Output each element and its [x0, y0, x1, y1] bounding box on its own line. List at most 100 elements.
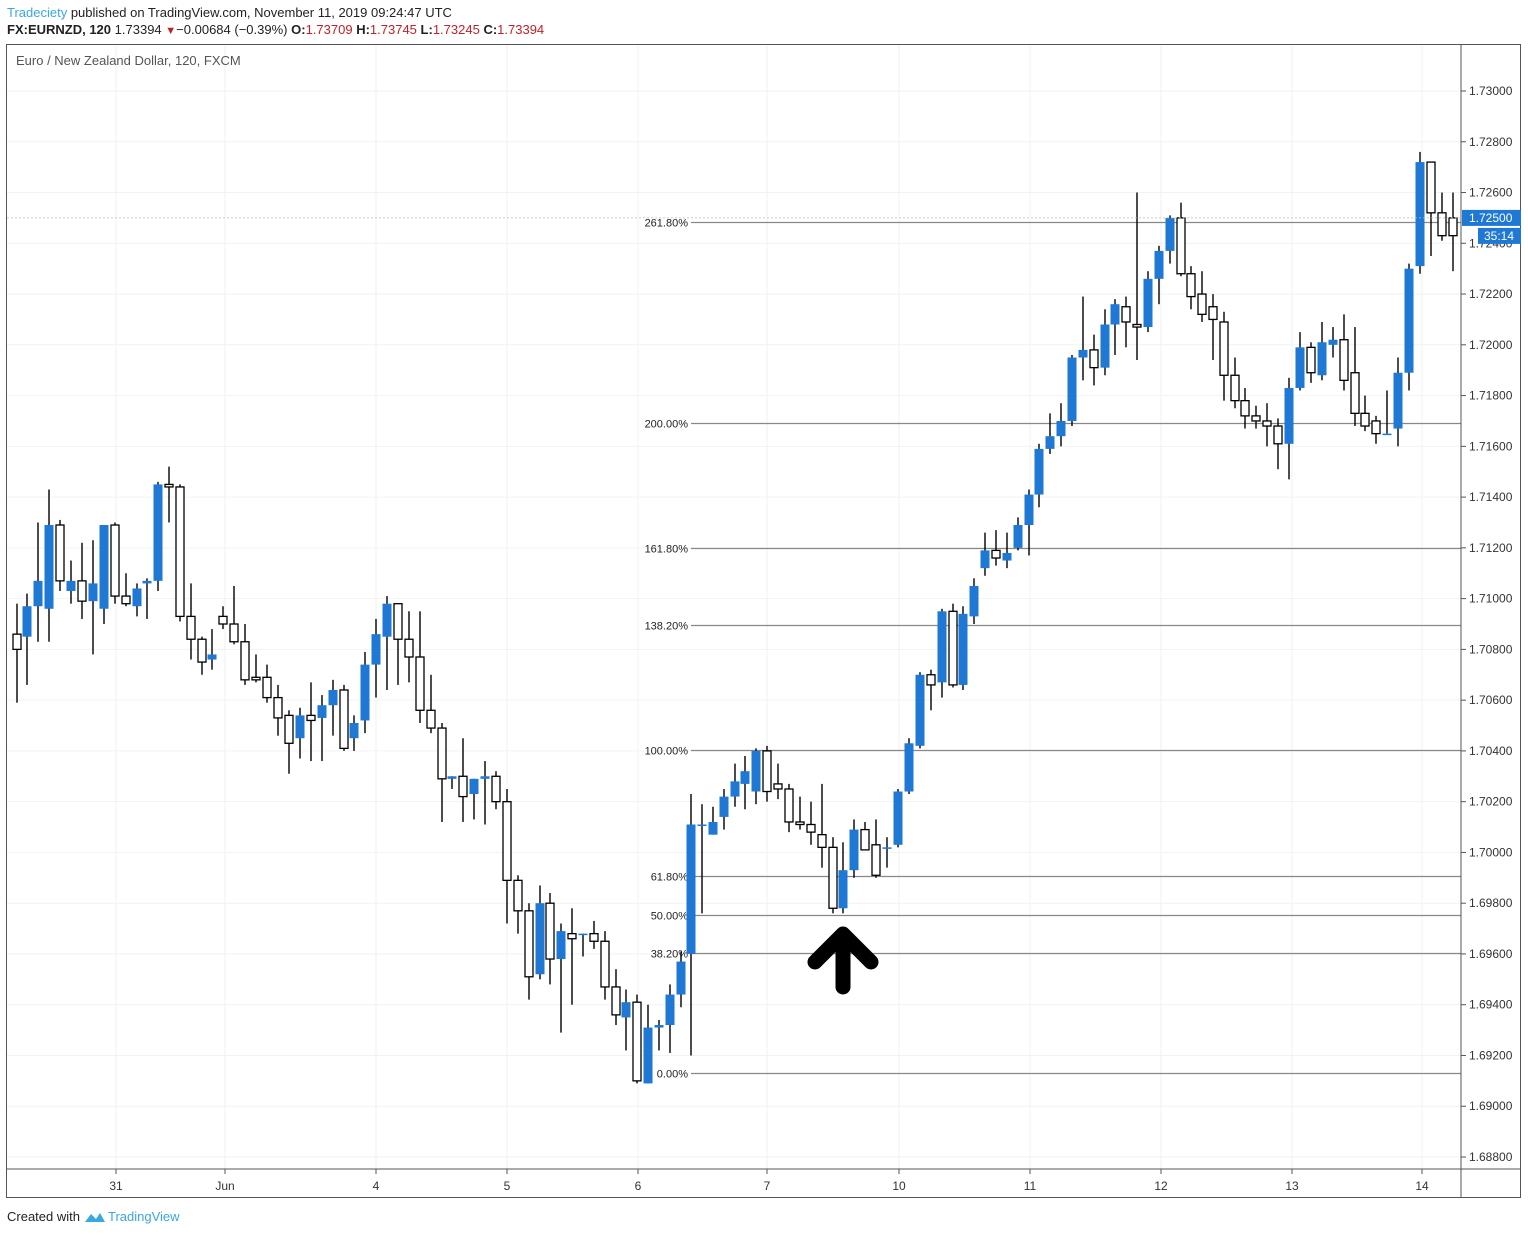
time-tick-label: 5	[504, 1179, 511, 1193]
fib-level-label: 261.80%	[645, 218, 689, 230]
candle	[817, 783, 827, 868]
candle	[535, 885, 545, 980]
candle	[1240, 387, 1250, 429]
open-label: O:	[291, 22, 306, 37]
candle	[1437, 192, 1447, 241]
candle	[1154, 245, 1164, 305]
price-tick-label: 1.70400	[1469, 744, 1513, 758]
author-link[interactable]: Tradeciety	[7, 5, 68, 20]
candle	[784, 783, 794, 833]
price-tick-label: 1.69200	[1469, 1048, 1513, 1062]
candle	[1045, 413, 1055, 454]
candle	[578, 933, 588, 957]
low-value: 1.73245	[432, 22, 480, 37]
candle	[871, 819, 881, 878]
candle	[1426, 161, 1436, 256]
candle	[415, 611, 425, 723]
candle	[132, 583, 142, 617]
time-tick-label: 13	[1285, 1179, 1299, 1193]
candle	[1056, 403, 1066, 447]
candle	[686, 794, 696, 1056]
candle	[317, 695, 327, 762]
candle	[948, 603, 958, 688]
candle	[393, 603, 403, 685]
candle	[33, 522, 43, 642]
price-tick-label: 1.70000	[1469, 845, 1513, 859]
price-tick-label: 1.70200	[1469, 795, 1513, 809]
candle	[860, 821, 870, 851]
candle	[849, 819, 859, 878]
time-tick-label: 6	[635, 1179, 642, 1193]
fibonacci-levels[interactable]: 0.00% 38.20% 50.00% 61.80% 100.00% 138.20% 161…	[645, 218, 1461, 1081]
tradingview-logo-icon	[84, 1212, 105, 1222]
candle	[99, 525, 109, 625]
candle	[1284, 377, 1294, 480]
price-tick-label: 1.68800	[1469, 1150, 1513, 1164]
candle	[545, 893, 555, 985]
candle	[1317, 321, 1327, 381]
candle	[632, 994, 642, 1084]
created-with-label: Created with	[7, 1209, 80, 1224]
price-tick-label: 1.70800	[1469, 642, 1513, 656]
price-tick-label: 1.69800	[1469, 896, 1513, 910]
candle	[513, 875, 523, 934]
time-tick-label: 10	[892, 1179, 906, 1193]
candle	[773, 763, 783, 800]
candle	[1165, 215, 1175, 264]
fib-level-label: 161.80%	[645, 544, 689, 556]
candle	[77, 542, 87, 619]
candle	[556, 923, 566, 1033]
time-axis[interactable]: 31 Jun 4 5 6 7 10 11 12 13 14	[7, 1168, 1521, 1193]
price-tick-label: 1.71000	[1469, 592, 1513, 606]
candle	[1251, 405, 1261, 429]
published-text: published on TradingView.com, November 1…	[67, 5, 452, 20]
triangle-down-icon: ▼	[165, 25, 177, 37]
time-tick-label: 14	[1415, 1179, 1429, 1193]
candle	[1360, 395, 1370, 432]
candle	[1393, 357, 1403, 447]
candle	[697, 804, 707, 914]
current-price-tag: 1.72500 35:14	[7, 209, 1521, 244]
tradingview-link[interactable]: TradingView	[107, 1209, 180, 1224]
time-tick-label: 4	[373, 1179, 380, 1193]
candle	[55, 519, 65, 592]
candle	[567, 908, 577, 1005]
price-tick-label: 1.72600	[1469, 186, 1513, 200]
candle	[730, 763, 740, 807]
low-label: L:	[420, 22, 433, 37]
candle	[1002, 532, 1012, 569]
last-price: 1.73394	[114, 22, 162, 37]
price-tick-label: 1.72200	[1469, 287, 1513, 301]
candle	[306, 682, 316, 762]
candle	[240, 624, 250, 685]
price-tick-label: 1.73000	[1469, 84, 1513, 98]
chart-frame[interactable]	[6, 44, 1521, 1198]
candle	[795, 796, 805, 830]
candle	[502, 788, 512, 924]
candle	[437, 722, 447, 822]
candle	[751, 748, 761, 805]
fib-level-label: 61.80%	[651, 872, 689, 884]
price-tick-label: 1.71200	[1469, 541, 1513, 555]
candle	[1371, 415, 1381, 444]
candles	[12, 151, 1458, 1084]
candle	[1013, 517, 1023, 551]
candle	[676, 951, 686, 1008]
candle	[44, 489, 54, 642]
candle	[153, 481, 163, 592]
candle	[66, 560, 76, 604]
price-tick-label: 1.72800	[1469, 135, 1513, 149]
open-value: 1.73709	[305, 22, 353, 37]
fib-level-label: 0.00%	[657, 1069, 688, 1081]
price-tick-label: 1.69600	[1469, 947, 1513, 961]
candle	[458, 738, 468, 822]
candle	[12, 603, 22, 703]
candle	[229, 585, 239, 645]
candle	[1132, 192, 1142, 361]
candle	[1328, 327, 1338, 358]
candle	[524, 903, 534, 1000]
candle	[621, 989, 631, 1051]
candle	[1208, 294, 1218, 361]
price-tick-label: 1.71400	[1469, 490, 1513, 504]
